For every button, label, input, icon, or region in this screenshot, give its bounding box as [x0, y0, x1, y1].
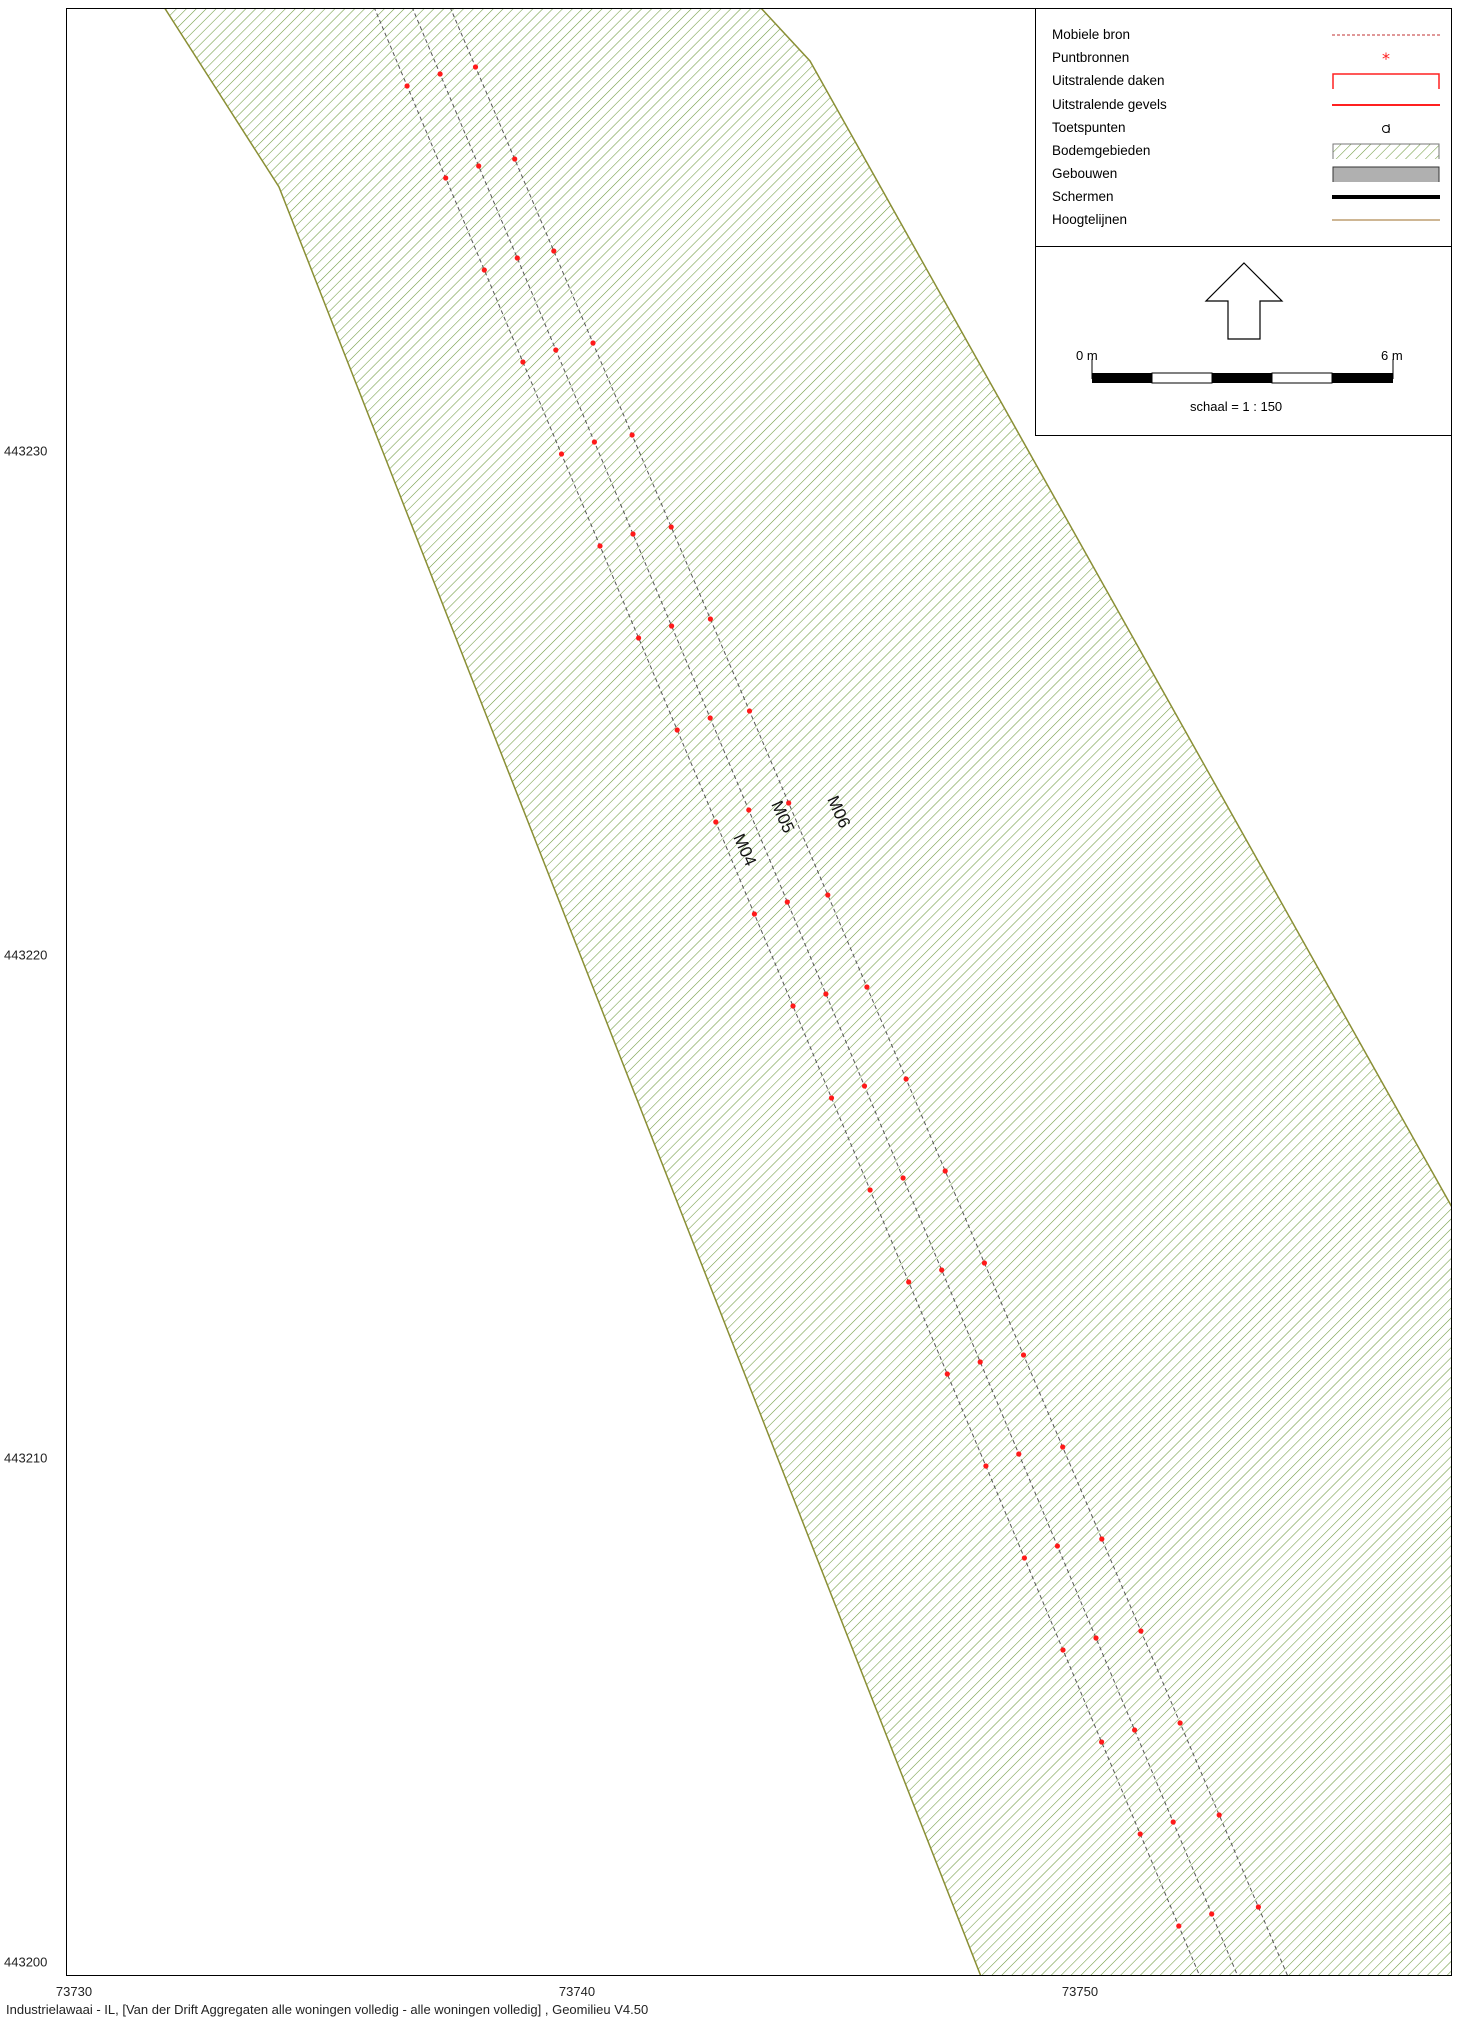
scale-end-label: 6 m: [1381, 348, 1403, 363]
point-source-dot: [1138, 1628, 1144, 1634]
point-source-dot: [629, 432, 635, 438]
point-source-dot: [1054, 1543, 1060, 1549]
point-source-dot: [404, 83, 410, 89]
point-source-dot: [981, 1260, 988, 1266]
tan-line-icon: [1332, 219, 1440, 221]
footer-caption: Industrielawaai - IL, [Van der Drift Agg…: [6, 2002, 649, 2017]
thick-line-icon: [1332, 195, 1440, 199]
point-source-dot: [476, 163, 482, 169]
point-source-dot: [1177, 1720, 1183, 1726]
asterisk-icon: *: [1382, 50, 1390, 66]
y-label-443200: 443200: [4, 1954, 48, 1970]
point-source-dot: [514, 255, 520, 261]
point-source-dot: [983, 1463, 989, 1469]
point-source-dot: [786, 800, 792, 806]
point-source-dot: [823, 991, 829, 997]
point-source-dot: [1216, 1812, 1222, 1818]
point-source-dot: [944, 1371, 950, 1377]
point-source-dot: [481, 267, 487, 273]
dashed-line-icon: [1332, 34, 1440, 36]
point-source-dot: [1209, 1911, 1215, 1917]
point-source-dot: [751, 911, 758, 917]
point-source-dot: [861, 1083, 868, 1089]
point-source-dot: [713, 819, 719, 825]
point-source-dot: [1060, 1444, 1066, 1450]
point-source-dot: [630, 531, 636, 537]
point-source-dot: [784, 899, 790, 905]
point-source-dot: [1020, 1352, 1027, 1358]
point-source-dot: [1021, 1555, 1027, 1561]
point-source-dot: [1093, 1635, 1099, 1641]
point-source-dot: [668, 524, 674, 530]
point-source-dot: [707, 715, 713, 721]
point-source-dot: [597, 543, 603, 549]
point-source-dot: [1255, 1904, 1261, 1910]
point-source-dot: [900, 1175, 906, 1181]
north-scale-panel: 0 m 6 m schaal = 1 : 150: [1035, 246, 1452, 436]
point-source-dot: [903, 1076, 909, 1082]
ground-area: [164, 9, 1451, 1975]
red-outline-box-icon: [1332, 73, 1440, 89]
red-line-icon: [1332, 104, 1440, 106]
y-label-443210: 443210: [4, 1450, 48, 1466]
scale-text: schaal = 1 : 150: [1190, 399, 1283, 414]
y-label-443230: 443230: [4, 443, 48, 459]
x-label-73740: 73740: [558, 1984, 596, 1999]
point-source-dot: [437, 71, 443, 77]
point-source-dot: [1099, 1739, 1105, 1745]
point-source-dot: [828, 1095, 835, 1101]
point-source-dot: [1099, 1536, 1105, 1542]
map-drawing: M04 M05 M06: [164, 9, 1451, 1975]
point-source-dot: [790, 1003, 796, 1009]
point-source-dots: [404, 64, 1261, 1929]
target-marker-icon: [1382, 124, 1390, 133]
mobile-source-track-m06: [450, 9, 1288, 1975]
point-source-dot: [977, 1359, 983, 1365]
point-source-dot: [942, 1168, 948, 1174]
point-source-dot: [864, 984, 870, 990]
point-source-dot: [746, 807, 752, 813]
point-source-dot: [906, 1279, 912, 1285]
point-source-dot: [558, 451, 565, 457]
point-source-dot: [707, 616, 714, 622]
point-source-dot: [553, 347, 559, 353]
point-source-dot: [590, 340, 596, 346]
y-label-443220: 443220: [4, 947, 48, 963]
point-source-dot: [939, 1267, 945, 1273]
point-source-dot: [1176, 1923, 1182, 1929]
scale-bar: [1091, 359, 1394, 384]
point-source-dot: [591, 439, 598, 445]
hatch-box-icon: [1332, 143, 1440, 159]
point-source-dot: [825, 892, 831, 898]
x-label-73730: 73730: [55, 1984, 93, 1999]
point-source-dot: [1132, 1727, 1138, 1733]
point-source-dot: [551, 248, 557, 254]
legend-panel: Mobiele bron Puntbronnen * Uitstralende …: [1035, 8, 1452, 248]
x-label-73750: 73750: [1061, 1984, 1099, 1999]
point-source-dot: [512, 156, 518, 162]
svg-text:*: *: [1382, 50, 1390, 66]
point-source-dot: [867, 1187, 873, 1193]
point-source-dot: [472, 64, 479, 70]
point-source-dot: [1060, 1647, 1066, 1653]
point-source-dot: [1170, 1819, 1176, 1825]
point-source-dot: [520, 359, 526, 365]
point-source-dot: [746, 708, 753, 714]
point-source-dot: [443, 175, 449, 181]
mobile-source-track-m05: [412, 9, 1238, 1975]
point-source-dot: [1016, 1451, 1022, 1457]
point-source-dot: [636, 635, 642, 641]
north-arrow-icon: [1204, 262, 1284, 340]
point-source-dot: [669, 623, 675, 629]
grey-box-icon: [1332, 166, 1440, 182]
point-source-dot: [1137, 1831, 1143, 1837]
point-source-dot: [674, 727, 680, 733]
